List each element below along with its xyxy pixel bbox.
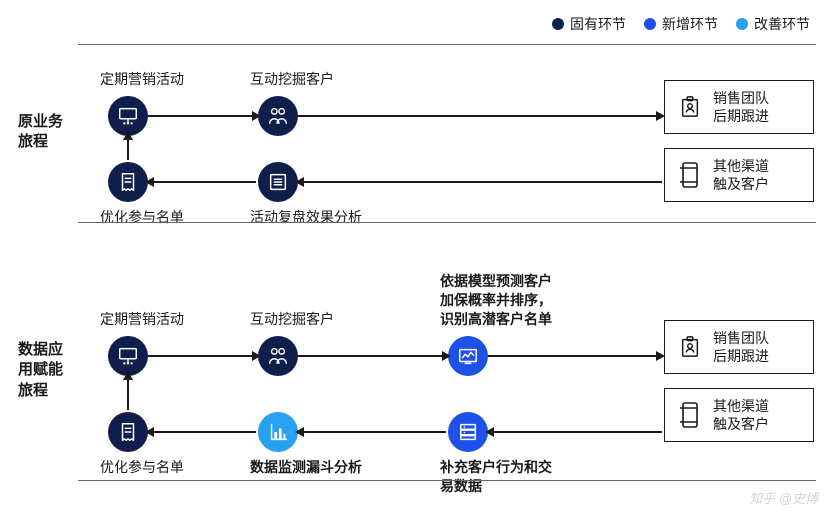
badge-icon bbox=[677, 92, 703, 122]
legend-item-new: 新增环节 bbox=[644, 14, 718, 34]
flow-node-label: 优化参与名单 bbox=[100, 208, 184, 227]
legend: 固有环节 新增环节 改善环节 bbox=[552, 14, 810, 34]
outcome-box: 销售团队 后期跟进 bbox=[664, 80, 814, 134]
flow-node-a bbox=[108, 336, 148, 376]
legend-label: 新增环节 bbox=[662, 14, 718, 34]
flow-node-a bbox=[108, 96, 148, 136]
section-title-original: 原业务 旅程 bbox=[18, 112, 66, 153]
arrow-head bbox=[485, 427, 494, 437]
flow-node-b bbox=[258, 96, 298, 136]
arrow bbox=[302, 181, 662, 183]
arrow bbox=[488, 355, 658, 357]
flow-node-label: 数据监测漏斗分析 bbox=[250, 458, 362, 477]
divider bbox=[78, 480, 816, 481]
arrow bbox=[148, 355, 254, 357]
outcome-label: 其他渠道 触及客户 bbox=[713, 157, 769, 193]
outcome-label: 销售团队 后期跟进 bbox=[713, 89, 769, 125]
flow-node-f bbox=[448, 412, 488, 452]
arrow-head bbox=[145, 177, 154, 187]
badge-icon bbox=[677, 332, 703, 362]
flow-node-label: 依据模型预测客户 加保概率并排序， 识别高潜客户名单 bbox=[440, 272, 552, 329]
legend-dot bbox=[736, 18, 748, 30]
arrow-head bbox=[442, 351, 451, 361]
arrow bbox=[148, 115, 254, 117]
arrow bbox=[298, 115, 658, 117]
legend-dot bbox=[644, 18, 656, 30]
arrow bbox=[302, 431, 446, 433]
outcome-label: 其他渠道 触及客户 bbox=[713, 397, 769, 433]
arrow bbox=[127, 138, 129, 160]
arrow-head bbox=[252, 351, 261, 361]
flow-node-label: 互动挖掘客户 bbox=[250, 310, 334, 329]
legend-label: 改善环节 bbox=[754, 14, 810, 34]
arrow bbox=[298, 355, 444, 357]
arrow bbox=[152, 431, 256, 433]
arrow-head bbox=[145, 427, 154, 437]
flow-node-label: 活动复盘效果分析 bbox=[250, 208, 362, 227]
section-title-data: 数据应 用赋能 旅程 bbox=[18, 340, 66, 401]
flow-node-e bbox=[448, 336, 488, 376]
flow-node-label: 补充客户行为和交 易数据 bbox=[440, 458, 552, 496]
legend-dot bbox=[552, 18, 564, 30]
arrow bbox=[127, 378, 129, 410]
outcome-label: 销售团队 后期跟进 bbox=[713, 329, 769, 365]
flow-node-label: 互动挖掘客户 bbox=[250, 70, 334, 89]
outcome-box: 其他渠道 触及客户 bbox=[664, 388, 814, 442]
divider bbox=[78, 222, 816, 223]
phone-icon bbox=[677, 160, 703, 190]
arrow-head bbox=[123, 371, 133, 380]
flow-node-d bbox=[108, 162, 148, 202]
arrow-head bbox=[656, 111, 665, 121]
flow-node-label: 定期营销活动 bbox=[100, 310, 184, 329]
outcome-box: 销售团队 后期跟进 bbox=[664, 320, 814, 374]
arrow-head bbox=[656, 351, 665, 361]
flow-node-b bbox=[258, 336, 298, 376]
arrow bbox=[492, 431, 662, 433]
legend-item-improve: 改善环节 bbox=[736, 14, 810, 34]
legend-label: 固有环节 bbox=[570, 14, 626, 34]
flow-node-c bbox=[258, 162, 298, 202]
flow-node-g bbox=[258, 412, 298, 452]
flow-node-d bbox=[108, 412, 148, 452]
outcome-box: 其他渠道 触及客户 bbox=[664, 148, 814, 202]
watermark: 知乎 @史博 bbox=[749, 488, 818, 507]
flow-node-label: 定期营销活动 bbox=[100, 70, 184, 89]
arrow-head bbox=[295, 177, 304, 187]
legend-item-inherent: 固有环节 bbox=[552, 14, 626, 34]
flow-node-label: 优化参与名单 bbox=[100, 458, 184, 477]
arrow-head bbox=[123, 131, 133, 140]
arrow bbox=[152, 181, 256, 183]
divider bbox=[78, 44, 816, 45]
arrow-head bbox=[295, 427, 304, 437]
arrow-head bbox=[252, 111, 261, 121]
phone-icon bbox=[677, 400, 703, 430]
